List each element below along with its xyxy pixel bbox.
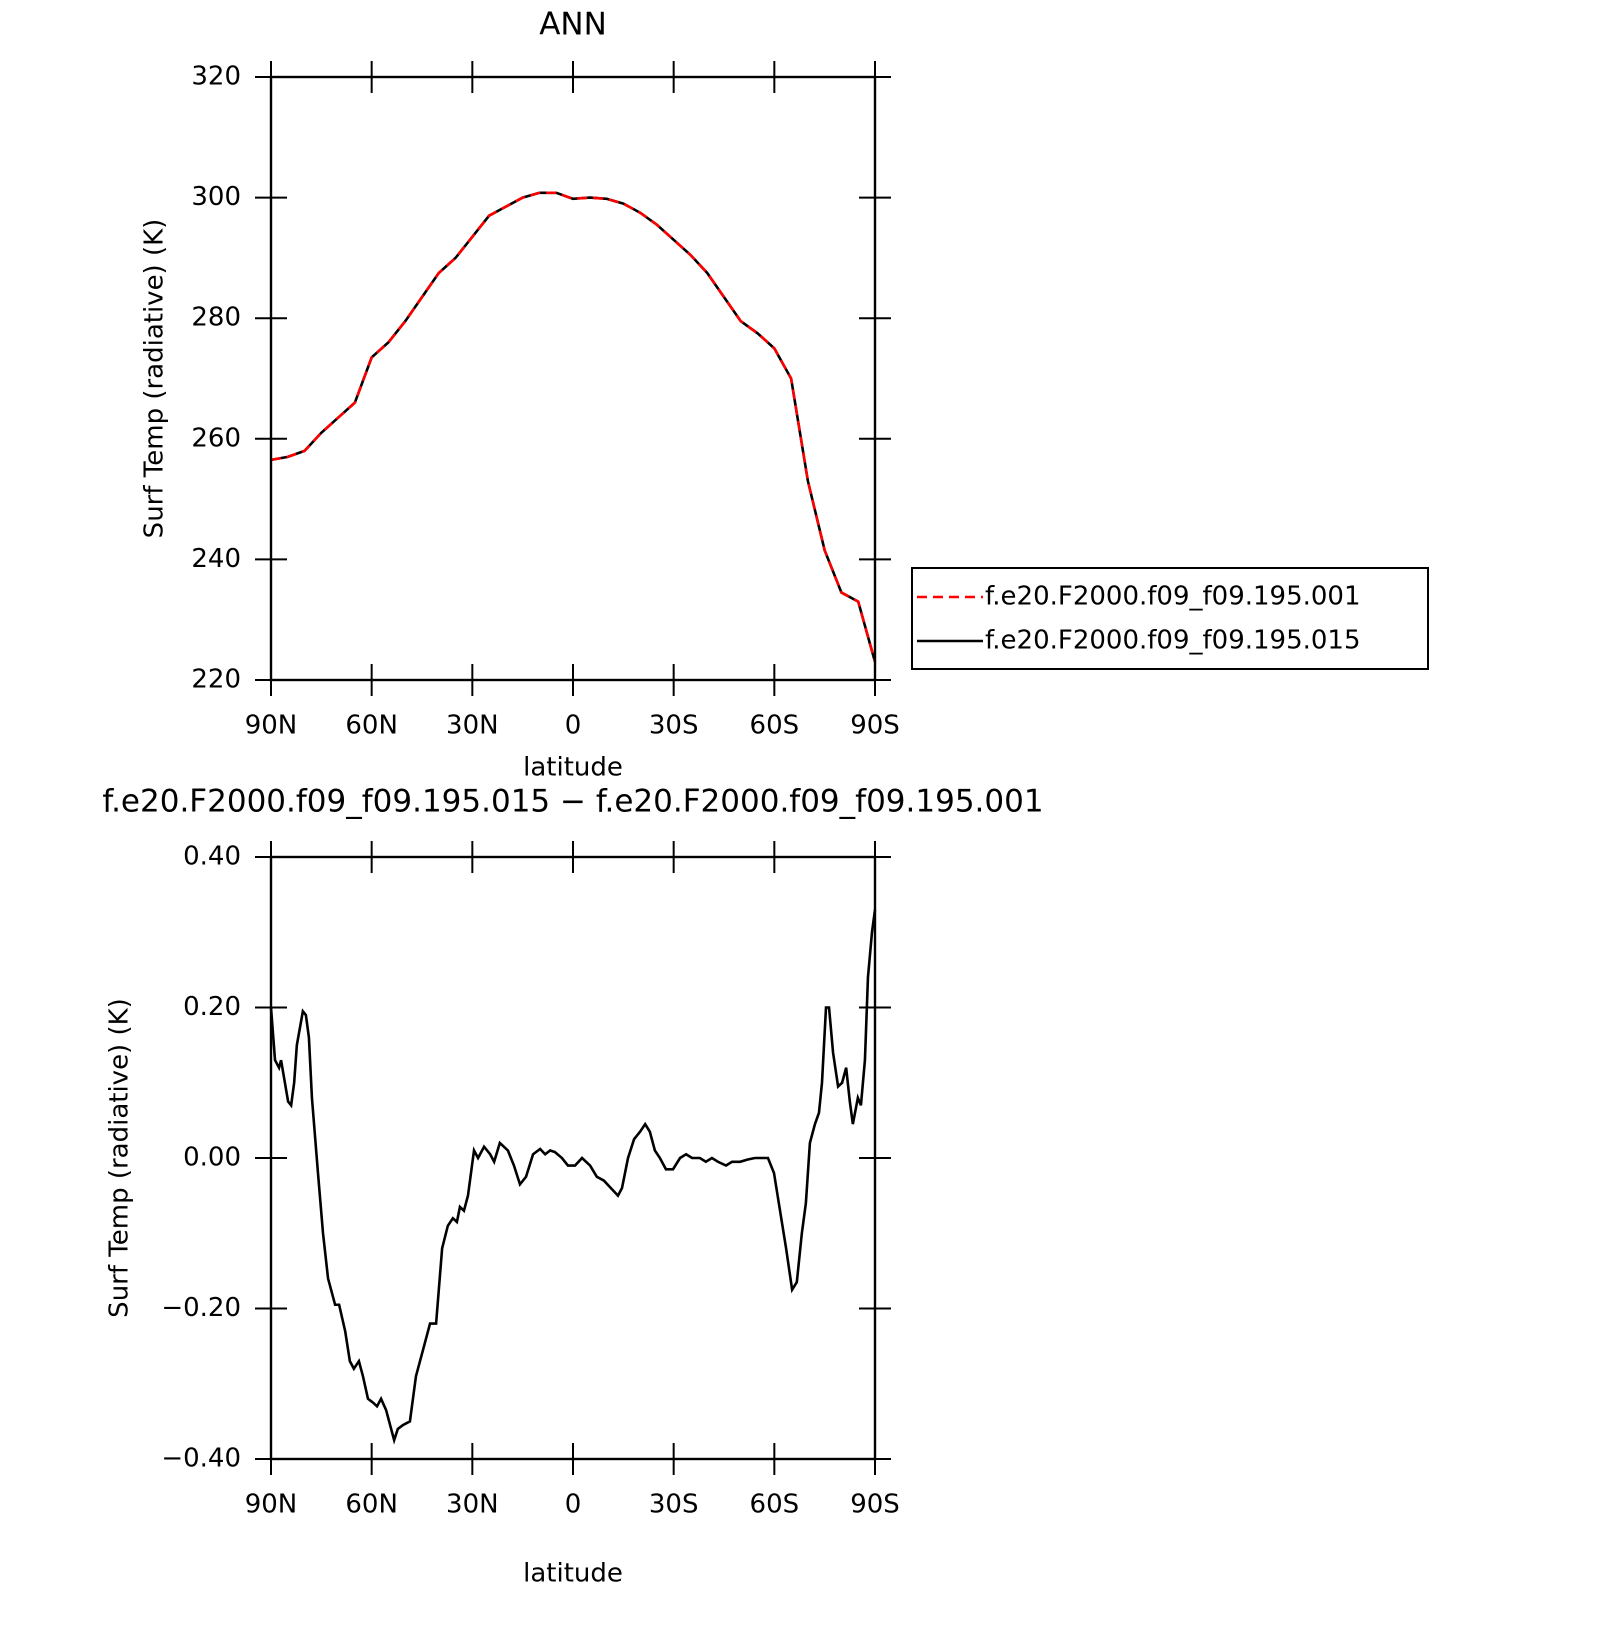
y-tick-label: 320 (191, 62, 241, 92)
y-tick-label: −0.40 (161, 1444, 241, 1474)
y-tick-label: 300 (191, 182, 241, 212)
y-tick-label: 240 (191, 544, 241, 574)
x-axis-label: latitude (523, 1559, 623, 1589)
data-line (270, 191, 877, 663)
data-line (269, 909, 877, 1445)
x-tick-label: 0 (565, 711, 582, 741)
x-tick-label: 90N (245, 711, 298, 741)
x-axis-label: latitude (523, 753, 623, 783)
x-tick-label: 60S (750, 711, 800, 741)
y-tick-label: 280 (191, 303, 241, 333)
chart-title: ANN (539, 7, 607, 43)
y-tick-label: −0.20 (161, 1293, 241, 1323)
chart-title: f.e20.F2000.f09_f09.195.015 − f.e20.F200… (102, 784, 1043, 820)
x-tick-label: 90S (850, 1490, 900, 1520)
data-line (270, 191, 877, 663)
plot-frame (269, 75, 877, 682)
y-tick-label: 220 (191, 665, 241, 695)
x-tick-label: 30S (649, 711, 699, 741)
x-tick-label: 90N (245, 1490, 298, 1520)
y-axis-label: Surf Temp (radiative) (K) (105, 998, 135, 1318)
x-tick-label: 60S (750, 1490, 800, 1520)
y-tick-label: 0.00 (183, 1143, 241, 1173)
x-tick-label: 30N (446, 711, 499, 741)
y-axis-label: Surf Temp (radiative) (K) (140, 219, 170, 539)
x-tick-label: 0 (565, 1490, 582, 1520)
legend-label: f.e20.F2000.f09_f09.195.001 (985, 582, 1361, 612)
legend-box (911, 567, 1429, 670)
plot-frame (269, 855, 877, 1461)
y-tick-label: 0.40 (183, 842, 241, 872)
y-tick-label: 260 (191, 423, 241, 453)
y-tick-label: 0.20 (183, 992, 241, 1022)
x-tick-label: 60N (345, 1490, 398, 1520)
x-tick-label: 60N (345, 711, 398, 741)
x-tick-label: 90S (850, 711, 900, 741)
x-tick-label: 30S (649, 1490, 699, 1520)
x-tick-label: 30N (446, 1490, 499, 1520)
legend-label: f.e20.F2000.f09_f09.195.015 (985, 626, 1361, 656)
